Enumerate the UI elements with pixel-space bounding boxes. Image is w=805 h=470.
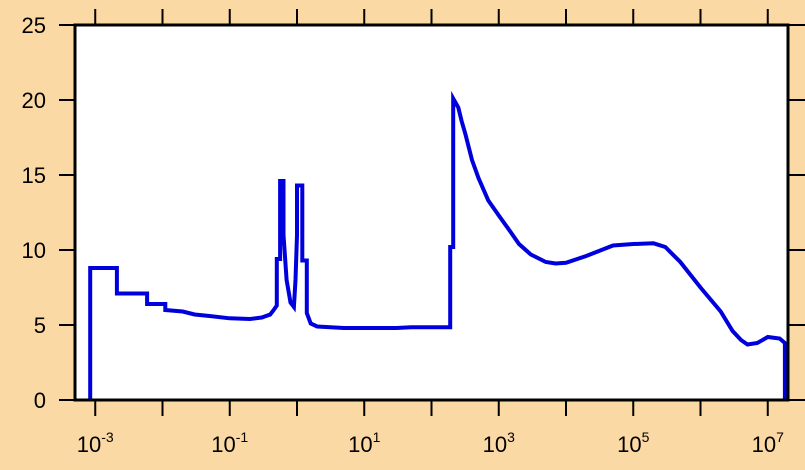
- x-tick-label: 103: [483, 429, 515, 457]
- y-tick-label: 20: [22, 88, 46, 113]
- x-tick-label: 107: [752, 429, 784, 457]
- y-tick-label: 10: [22, 238, 46, 263]
- x-tick-label: 10-3: [77, 429, 114, 457]
- y-tick-label: 15: [22, 163, 46, 188]
- y-tick-label: 5: [34, 313, 46, 338]
- series-layer: [88, 90, 787, 400]
- y-tick-label: 0: [34, 388, 46, 413]
- y-tick-label: 25: [22, 13, 46, 38]
- plot-area: [75, 25, 788, 400]
- x-tick-label: 101: [348, 429, 380, 457]
- right-tick-marks: [788, 24, 805, 401]
- series-line: [88, 90, 787, 400]
- top-tick-marks: [94, 9, 769, 25]
- x-tick-label: 10-1: [211, 429, 248, 457]
- x-tick-label: 105: [617, 429, 649, 457]
- x-axis: 10-3 10-1 101 103 105 107: [77, 400, 784, 457]
- y-axis: 0 5 10 15 20 25: [22, 13, 75, 413]
